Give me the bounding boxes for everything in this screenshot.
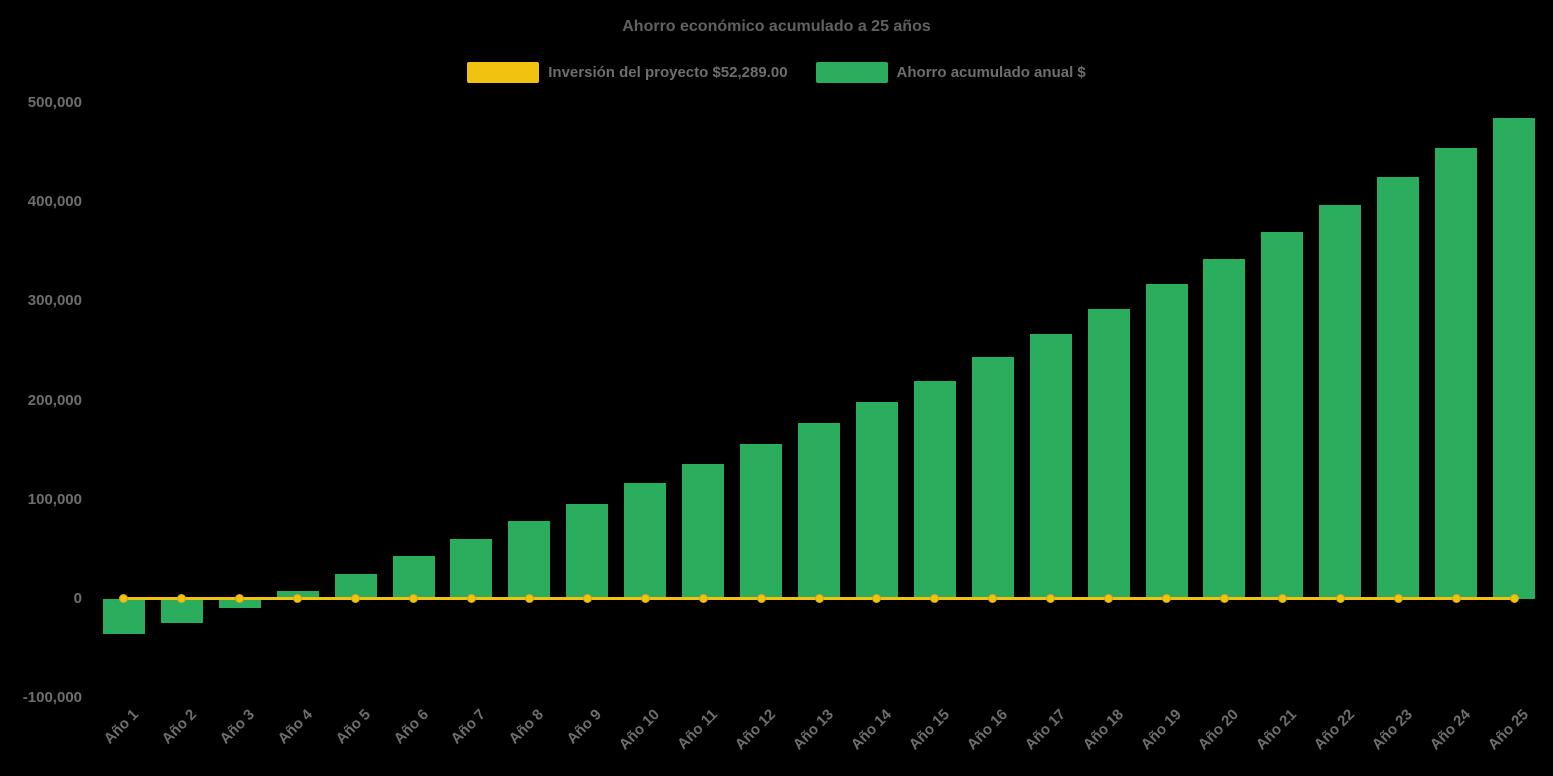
bar [1377,177,1420,599]
plot-area: 500,000 400,000 300,000 200,000 100,000 0 -100… [23,94,1543,753]
x-axis-label: Año 20 [1195,706,1243,754]
y-tick-label: 400,000 [27,193,82,211]
bar [1261,231,1304,599]
bar [1029,334,1072,599]
investment-line-marker [988,594,998,604]
bar [102,598,145,634]
legend-item-investment[interactable]: Inversión del proyecto $52,289.00 [467,62,788,83]
x-axis-label: Año 6 [390,706,432,748]
chart-legend: Inversión del proyecto $52,289.00 Ahorro … [0,62,1553,83]
investment-line-marker [177,594,187,604]
legend-label: Inversión del proyecto $52,289.00 [548,64,788,81]
legend-swatch [467,62,540,83]
bar [855,402,898,599]
investment-line-marker [409,594,419,604]
bar [218,598,261,608]
bar [913,380,956,599]
x-axis-label: Año 17 [1021,706,1069,754]
x-axis-label: Año 21 [1252,706,1301,754]
investment-line-marker [235,594,245,604]
x-axis-label: Año 25 [1484,706,1533,754]
x-axis-label: Año 5 [332,706,374,748]
investment-line-marker [756,594,766,604]
investment-line-marker [466,594,476,604]
investment-line-marker [1219,594,1229,604]
y-tick-label: 200,000 [27,391,82,409]
bar [1493,117,1536,599]
x-axis-label: Año 15 [905,706,953,754]
investment-line-marker [1104,594,1114,604]
investment-line-marker [814,594,824,604]
investment-line-marker [1451,594,1461,604]
y-tick-label: 500,000 [27,94,82,111]
x-axis-label: Año 3 [216,706,258,748]
x-axis-label: Año 22 [1310,706,1359,754]
bar [798,423,840,599]
x-axis-label: Año 18 [1079,706,1127,754]
investment-line-marker [293,594,303,604]
investment-line-marker [351,594,361,604]
investment-line-marker [1335,594,1345,604]
x-axis-label: Año 7 [448,706,490,748]
investment-line-marker [1277,594,1287,604]
x-axis-label: Año 16 [963,706,1011,754]
x-axis-label: Año 14 [847,706,895,754]
bar [1203,258,1246,599]
bar [1145,284,1188,599]
bar [682,463,725,599]
y-tick-label: -100,000 [22,689,82,706]
x-axis-label: Año 23 [1368,706,1417,754]
investment-line-marker [119,594,129,604]
x-axis-label: Año 11 [674,706,722,753]
investment-line-marker [1046,594,1056,604]
bar [740,444,783,599]
bar [508,521,551,599]
x-axis-label: Año 1 [100,706,142,748]
bar [392,556,435,599]
y-tick-label: 0 [73,589,82,607]
legend-item-savings[interactable]: Ahorro acumulado anual $ [815,62,1086,83]
investment-line-marker [524,594,534,604]
x-axis-label: Año 13 [789,706,838,754]
bar [1319,205,1362,599]
x-axis-label: Año 24 [1426,706,1475,754]
x-axis-label: Año 8 [505,706,548,748]
x-axis-label: Año 19 [1137,706,1185,754]
investment-line-marker [930,594,940,604]
investment-line-marker [872,594,882,604]
legend-label: Ahorro acumulado anual $ [896,64,1086,81]
investment-line-marker [1393,594,1403,604]
legend-swatch [815,62,888,83]
investment-line-marker [1162,594,1172,604]
x-axis-label: Año 12 [731,706,780,754]
bar [160,598,203,623]
bar [971,356,1014,599]
investment-line-marker [1509,594,1519,604]
investment-line-marker [640,594,650,604]
bar [1435,147,1478,599]
bar [450,539,493,599]
bar [624,482,667,599]
x-axis-label: Año 10 [615,706,664,754]
y-tick-label: 100,000 [27,490,82,508]
bar [566,503,609,599]
bar [1087,309,1130,599]
chart-title: Ahorro económico acumulado a 25 años [622,18,931,35]
investment-line-marker [698,594,708,604]
x-axis-label: Año 4 [274,706,316,748]
x-axis-label: Año 2 [158,706,200,748]
y-tick-label: 300,000 [27,292,82,310]
x-axis-label: Año 9 [563,706,606,748]
investment-line-marker [582,594,592,604]
